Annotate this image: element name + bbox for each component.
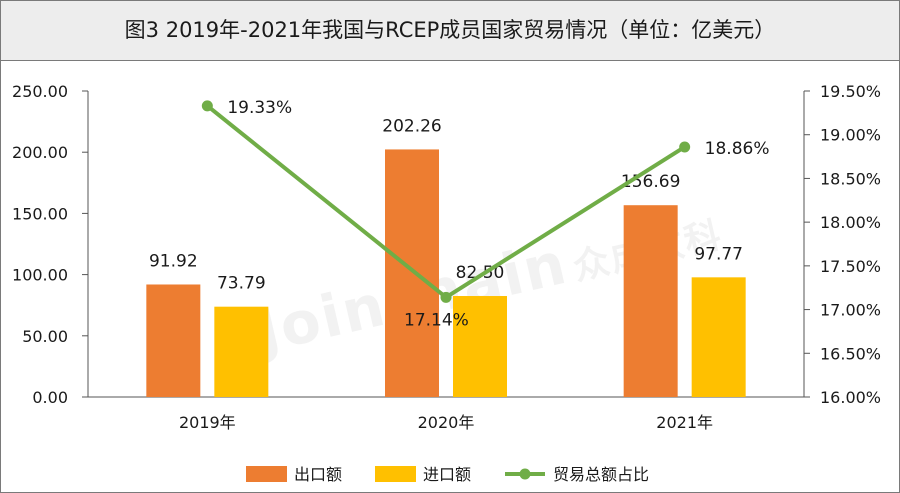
legend-marker-ratio <box>519 468 531 480</box>
legend-label-export: 出口额 <box>294 465 342 484</box>
bar-export-label: 202.26 <box>382 116 441 136</box>
left-axis-tick-label: 250.00 <box>12 82 68 101</box>
right-axis-tick-label: 19.50% <box>820 82 881 101</box>
legend-swatch-import <box>375 466 416 482</box>
bar-import <box>214 306 269 397</box>
left-axis-tick-label: 50.00 <box>22 327 68 346</box>
left-axis-tick-label: 200.00 <box>12 143 68 162</box>
bar-import-label: 73.79 <box>217 274 266 294</box>
right-axis-tick-label: 18.50% <box>820 169 881 188</box>
ratio-point <box>201 100 213 112</box>
bar-import <box>453 296 507 397</box>
bar-export <box>146 284 201 397</box>
bar-import-label: 97.77 <box>694 244 743 264</box>
ratio-line <box>206 104 686 300</box>
x-axis-tick-label: 2021年 <box>656 413 713 432</box>
chart-title: 图3 2019年-2021年我国与RCEP成员国家贸易情况（单位：亿美元） <box>124 18 776 42</box>
ratio-point-label: 17.14% <box>404 310 469 330</box>
ratio-point <box>440 291 452 303</box>
bar-import <box>691 277 746 397</box>
legend-label-ratio: 贸易总额占比 <box>553 465 649 484</box>
right-axis-tick-label: 17.50% <box>820 257 881 276</box>
right-axis-tick-label: 16.00% <box>820 388 881 407</box>
right-axis-tick-label: 19.00% <box>820 126 881 145</box>
ratio-point-label: 19.33% <box>227 98 292 118</box>
left-axis-tick-label: 100.00 <box>12 266 68 285</box>
title-bar: 图3 2019年-2021年我国与RCEP成员国家贸易情况（单位：亿美元） <box>1 1 899 61</box>
legend-swatch-export <box>246 466 287 482</box>
ratio-point <box>679 141 691 153</box>
x-axis-tick-label: 2020年 <box>418 413 475 432</box>
legend-label-import: 进口额 <box>423 465 471 484</box>
bar-export <box>385 149 439 397</box>
bar-export-label: 91.92 <box>149 251 198 271</box>
right-axis-tick-label: 16.50% <box>820 344 881 363</box>
left-axis-tick-label: 150.00 <box>12 204 68 223</box>
bar-export <box>623 205 678 397</box>
ratio-point-label: 18.86% <box>705 139 770 159</box>
x-axis-tick-label: 2019年 <box>179 413 236 432</box>
right-axis-tick-label: 17.00% <box>820 301 881 320</box>
left-axis-tick-label: 0.00 <box>32 388 68 407</box>
right-axis-tick-label: 18.00% <box>820 213 881 232</box>
